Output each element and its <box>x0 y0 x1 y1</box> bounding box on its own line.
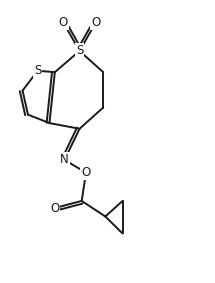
Text: O: O <box>50 201 60 215</box>
Text: O: O <box>81 166 91 179</box>
Text: O: O <box>59 16 68 29</box>
Text: O: O <box>91 16 100 29</box>
Text: N: N <box>60 153 69 166</box>
Text: S: S <box>76 44 83 57</box>
Text: S: S <box>34 64 41 77</box>
